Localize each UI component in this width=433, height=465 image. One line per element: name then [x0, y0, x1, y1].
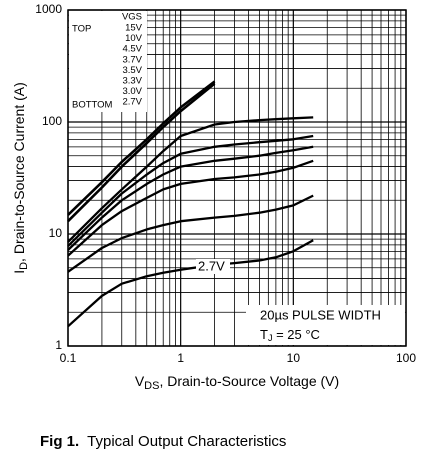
- series-line: [67, 116, 314, 243]
- pulse-note: 20µs PULSE WIDTH: [260, 307, 381, 322]
- temp-symbol: T: [260, 327, 268, 342]
- series-lines: [67, 80, 314, 328]
- y-label-text: , Drain-to-Source Current (A): [11, 82, 27, 262]
- temp-note: TJ = 25 °C: [260, 327, 320, 343]
- y-tick-label: 10: [49, 226, 63, 240]
- series-line: [67, 194, 314, 273]
- y-axis-label: ID, Drain-to-Source Current (A): [11, 82, 30, 274]
- legend-entry: 3.3V: [122, 76, 142, 87]
- y-tick-label: 1: [55, 338, 62, 352]
- series-line: [67, 82, 216, 223]
- plot-frame: [67, 9, 407, 347]
- x-tick-label: 10: [287, 351, 301, 365]
- x-label-symbol: V: [135, 373, 145, 389]
- legend-top: TOP: [72, 24, 91, 35]
- legend-bottom: BOTTOM: [72, 100, 113, 111]
- series-line: [67, 145, 314, 251]
- x-tick-label: 1: [177, 351, 184, 365]
- curve-label-bg: [196, 259, 230, 274]
- temp-text: = 25 °C: [272, 327, 319, 342]
- series-line: [67, 159, 314, 257]
- grid: [67, 9, 407, 347]
- y-tick-label: 1000: [35, 2, 62, 16]
- y-tick-label: 100: [42, 114, 62, 128]
- x-tick-label: 100: [396, 351, 416, 365]
- legend-entry: 3.5V: [122, 65, 142, 76]
- legend-entry: 4.5V: [122, 44, 142, 55]
- legend-title: VGS: [122, 12, 142, 23]
- series-line: [67, 134, 314, 247]
- y-label-subscript: D: [18, 262, 30, 270]
- caption-label: Fig 1.: [40, 433, 79, 450]
- legend-entry: 15V: [125, 23, 143, 34]
- series-line: [67, 80, 216, 216]
- legend-entry: 3.0V: [122, 86, 142, 97]
- legend-entry: 2.7V: [122, 97, 142, 108]
- legend-entry: 3.7V: [122, 54, 142, 65]
- caption-text: Typical Output Characteristics: [87, 433, 286, 450]
- annotation-box: [246, 305, 405, 345]
- curve-label: 2.7V: [198, 258, 225, 273]
- x-axis-label: VDS, Drain-to-Source Voltage (V): [135, 373, 339, 392]
- x-label-subscript: DS: [144, 380, 159, 392]
- legend-box: [69, 11, 147, 112]
- legend-entry: 10V: [125, 33, 143, 44]
- y-label-symbol: I: [11, 270, 27, 274]
- temp-subscript: J: [268, 333, 273, 343]
- x-tick-label: 0.1: [60, 351, 77, 365]
- x-label-text: , Drain-to-Source Voltage (V): [159, 373, 339, 389]
- caption: Fig 1. Typical Output Characteristics: [40, 433, 286, 450]
